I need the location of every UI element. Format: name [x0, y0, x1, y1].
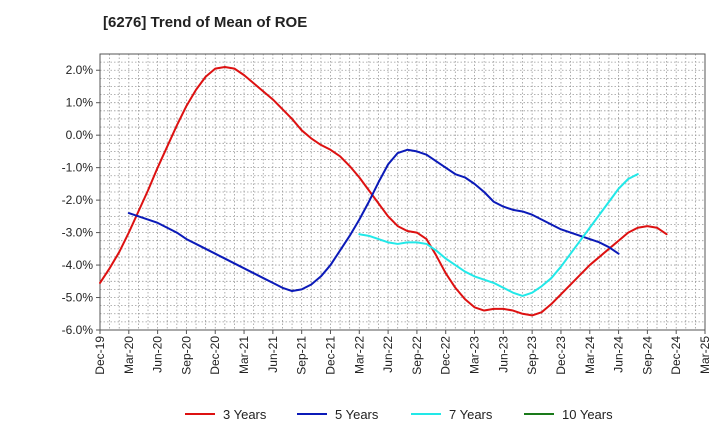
x-tick-label: Mar-25 — [698, 336, 712, 374]
x-tick-label: Mar-24 — [583, 336, 597, 374]
legend-label-5-years: 5 Years — [335, 407, 379, 422]
y-tick-label: 1.0% — [66, 96, 94, 110]
legend-label-7-years: 7 Years — [449, 407, 493, 422]
x-tick-label: Jun-21 — [266, 336, 280, 373]
x-tick-label: Mar-21 — [237, 336, 251, 374]
y-tick-label: -5.0% — [62, 291, 94, 305]
x-tick-label: Sep-20 — [179, 336, 193, 375]
x-tick-label: Dec-21 — [323, 336, 337, 375]
legend-label-10-years: 10 Years — [562, 407, 613, 422]
x-tick-label: Dec-22 — [439, 336, 453, 375]
x-tick-label: Dec-20 — [208, 336, 222, 375]
y-tick-label: -2.0% — [62, 193, 94, 207]
series-line-5-years — [127, 148, 620, 293]
x-tick-label: Sep-21 — [295, 336, 309, 375]
x-tick-label: Sep-23 — [525, 336, 539, 375]
x-tick-label: Sep-24 — [640, 336, 654, 375]
series-line-3-years — [99, 65, 668, 317]
x-tick-label: Jun-24 — [612, 336, 626, 373]
y-tick-label: -3.0% — [62, 226, 94, 240]
x-tick-label: Mar-23 — [468, 336, 482, 374]
y-tick-label: -6.0% — [62, 323, 94, 337]
legend-label-3-years: 3 Years — [223, 407, 267, 422]
x-tick-label: Dec-19 — [93, 336, 107, 375]
y-tick-label: 2.0% — [66, 63, 94, 77]
x-tick-label: Jun-22 — [381, 336, 395, 373]
chart-title: [6276] Trend of Mean of ROE — [103, 14, 308, 31]
x-tick-label: Dec-24 — [669, 336, 683, 375]
x-tick-label: Dec-23 — [554, 336, 568, 375]
series-line-7-years — [358, 173, 639, 297]
y-tick-label: -1.0% — [62, 161, 94, 175]
plot-frame — [99, 53, 706, 331]
y-tick-label: -4.0% — [62, 258, 94, 272]
x-tick-label: Mar-22 — [352, 336, 366, 374]
x-tick-label: Sep-22 — [410, 336, 424, 375]
x-tick-label: Jun-20 — [151, 336, 165, 373]
y-tick-label: 0.0% — [66, 128, 94, 142]
x-tick-label: Mar-20 — [122, 336, 136, 374]
x-tick-label: Jun-23 — [496, 336, 510, 373]
